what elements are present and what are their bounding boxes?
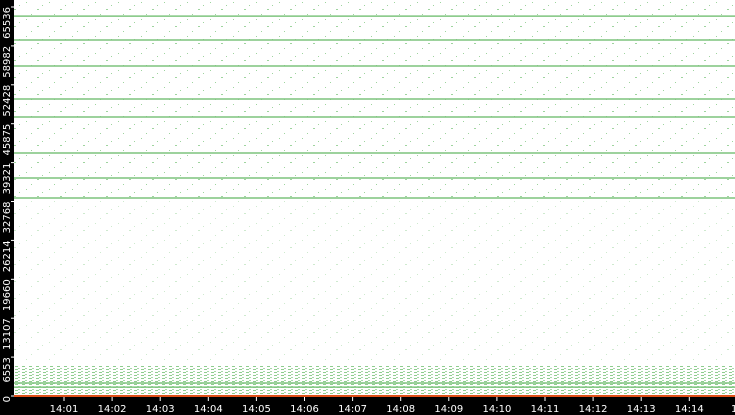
texture bbox=[14, 366, 735, 394]
y-tick-label: 39321 bbox=[2, 163, 13, 195]
y-tick-label: 58982 bbox=[2, 46, 13, 78]
x-tick-label: 14:10 bbox=[482, 404, 511, 415]
x-tick-label: 14:09 bbox=[434, 404, 463, 415]
y-tick-label: 45875 bbox=[2, 124, 13, 156]
x-tick-label: 14:07 bbox=[338, 404, 367, 415]
y-tick-label: 32768 bbox=[2, 202, 13, 234]
x-tick-label: 14:02 bbox=[98, 404, 127, 415]
x-tick-label: 14:04 bbox=[194, 404, 223, 415]
y-tick-label: 0 bbox=[2, 396, 13, 402]
texture bbox=[14, 0, 735, 200]
baseline bbox=[14, 395, 735, 397]
x-tick-label: 14:13 bbox=[627, 404, 656, 415]
y-tick-label: 65536 bbox=[2, 7, 13, 39]
x-tick-label: 14:08 bbox=[386, 404, 415, 415]
y-tick-label: 19660 bbox=[2, 279, 13, 311]
x-tick-label: 14:01 bbox=[50, 404, 79, 415]
texture bbox=[14, 200, 735, 360]
x-tick-label: 14:05 bbox=[242, 404, 271, 415]
y-tick-label: 13107 bbox=[2, 318, 13, 350]
x-tick-label: 14:12 bbox=[579, 404, 608, 415]
x-tick-label: 14:14 bbox=[675, 404, 704, 415]
x-tick-label: 14:03 bbox=[146, 404, 175, 415]
y-tick-label: 26214 bbox=[2, 240, 13, 272]
y-tick-label: 6553 bbox=[2, 357, 13, 382]
y-tick-label: 52428 bbox=[2, 85, 13, 117]
x-tick-label: 14:06 bbox=[290, 404, 319, 415]
x-tick-label: 14:11 bbox=[531, 404, 560, 415]
x-tick-label: 14 bbox=[731, 404, 735, 415]
